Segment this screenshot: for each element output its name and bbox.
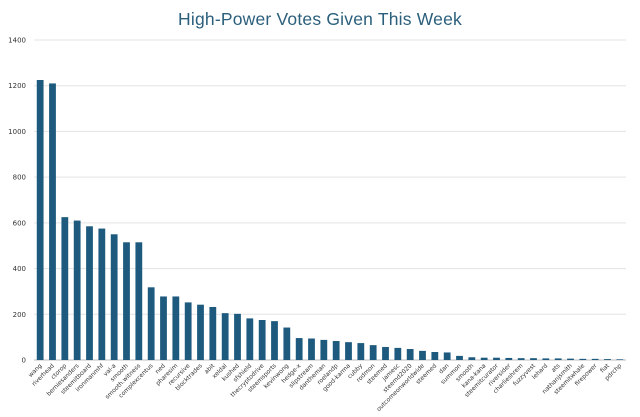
chart-title: High-Power Votes Given This Week [178, 9, 462, 29]
bar [221, 313, 229, 360]
bar [382, 346, 389, 360]
bar [197, 304, 204, 360]
bar [542, 358, 550, 360]
bar [332, 341, 340, 360]
bar [320, 339, 328, 360]
bar [493, 357, 500, 360]
y-tick-label: 200 [13, 311, 26, 319]
y-tick-label: 1200 [8, 82, 26, 90]
bar [110, 234, 118, 360]
bar [468, 357, 476, 360]
bar [86, 226, 93, 360]
y-tick-label: 400 [13, 265, 26, 273]
bar [369, 345, 377, 360]
bar [357, 343, 365, 360]
gridlines [34, 39, 626, 361]
bar [98, 228, 106, 360]
bar [517, 358, 525, 360]
bar [61, 217, 69, 360]
bar [579, 358, 587, 360]
bar [394, 347, 402, 360]
y-tick-label: 1400 [8, 37, 26, 45]
bar [505, 357, 513, 360]
bar [554, 358, 562, 360]
bar [184, 302, 192, 360]
bar [246, 318, 254, 360]
bar [456, 355, 463, 360]
bar [123, 242, 130, 360]
bar [283, 327, 291, 360]
y-tick-label: 1000 [8, 128, 26, 136]
bar [271, 321, 278, 360]
bar [443, 352, 451, 360]
bar [209, 306, 217, 360]
y-axis-ticks: 0 200 400 600 800 1000 1200 1400 [8, 37, 26, 365]
bar [73, 220, 81, 360]
bar [36, 80, 44, 360]
bar [308, 338, 315, 360]
x-category-label: ats [550, 362, 561, 373]
bar [431, 352, 439, 360]
bar [419, 350, 426, 360]
bar [135, 242, 143, 360]
y-tick-label: 0 [22, 357, 26, 365]
bar [258, 320, 266, 360]
x-axis-labels: wangriverheadctoropberniesanderssteemitb… [27, 362, 623, 413]
bar [591, 358, 599, 360]
bar [567, 358, 574, 360]
bar [295, 338, 303, 360]
bar [172, 296, 180, 360]
bar [49, 83, 56, 361]
bar [604, 359, 611, 360]
bar [616, 359, 624, 360]
bar [480, 357, 488, 360]
bar [345, 342, 352, 360]
bar [530, 358, 537, 360]
bar [406, 349, 414, 360]
bars [36, 80, 624, 361]
y-tick-label: 600 [13, 219, 26, 227]
bar [234, 313, 241, 360]
bar [160, 296, 167, 360]
bar [147, 287, 155, 360]
y-tick-label: 800 [13, 174, 26, 182]
